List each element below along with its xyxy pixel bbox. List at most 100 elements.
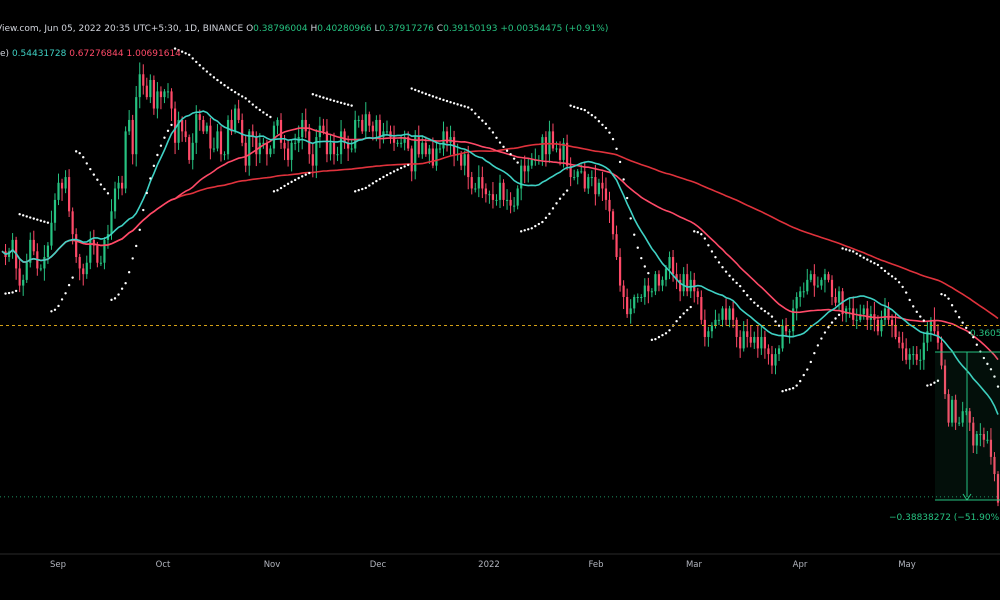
candle-body [813, 274, 816, 286]
candle-body [481, 177, 484, 189]
sar-dot [989, 368, 993, 371]
candle-body [226, 119, 230, 155]
sar-dot [120, 287, 124, 290]
x-tick-label: 2022 [478, 560, 500, 570]
sar-dot [558, 197, 562, 200]
sar-dot [110, 298, 113, 302]
x-tick-label: Mar [686, 560, 703, 570]
sar-dot [92, 173, 96, 176]
candle-body [657, 274, 661, 286]
sar-dot [862, 256, 865, 259]
candle-body [753, 336, 756, 343]
candle-body [544, 137, 548, 155]
candle-body [329, 142, 332, 155]
candle-body [78, 257, 81, 269]
candle-body [993, 456, 996, 475]
sar-dot [103, 187, 106, 191]
sar-dot [816, 344, 820, 347]
candle-body [311, 154, 314, 166]
sar-dot [933, 381, 936, 384]
sar-dot [382, 175, 385, 179]
sar-dot [491, 131, 495, 134]
sar-dot [127, 270, 131, 274]
sar-dot [890, 275, 894, 278]
sar-dot [693, 230, 696, 233]
ma-mid-value: 0.67276844 [69, 49, 124, 59]
sar-dot [721, 266, 724, 269]
candle-body [82, 268, 85, 275]
candle-body [135, 97, 138, 155]
candle-body [996, 474, 1000, 503]
candle-body [661, 279, 664, 286]
candle-body [195, 114, 198, 143]
candle-body [53, 199, 57, 223]
sar-dot [279, 186, 283, 190]
sar-dot [735, 281, 738, 285]
sar-dot [710, 250, 714, 253]
candle-body [152, 79, 155, 109]
candle-body [816, 285, 819, 287]
candle-body [474, 188, 477, 190]
candle-body [954, 399, 957, 423]
sar-dot [417, 90, 420, 93]
ma-slow-value: 1.00691614 [126, 49, 181, 59]
candle-body [470, 177, 473, 189]
sar-dot [897, 281, 901, 284]
sar-dot [629, 217, 632, 220]
candle-body [950, 399, 954, 423]
candle-body [85, 262, 88, 275]
candle-body [156, 91, 159, 109]
x-tick-label: Oct [156, 560, 171, 570]
sar-dot [385, 173, 389, 177]
candle-body [244, 142, 247, 166]
candle-body [467, 154, 470, 178]
sar-dot [512, 157, 516, 160]
sar-dot [131, 257, 134, 260]
indicator-header: e) 0.54431728 0.67276844 1.00691614 [0, 49, 181, 59]
sar-dot [293, 178, 297, 182]
candle-body [682, 274, 685, 292]
interval-text: 1D [184, 24, 198, 34]
candle-body [940, 342, 943, 366]
sar-dot [191, 57, 194, 60]
sar-dot [855, 252, 858, 255]
candle-body [693, 279, 696, 292]
sar-dot [961, 321, 964, 324]
sar-dot [346, 103, 350, 106]
sar-dot [424, 92, 428, 96]
sar-dot [32, 217, 35, 220]
sar-dot [700, 233, 703, 236]
candle-body [191, 142, 194, 160]
candle-body [96, 245, 99, 263]
candle-body [728, 308, 731, 320]
sar-dot [904, 291, 908, 294]
sar-dot [869, 260, 873, 263]
candle-body [322, 125, 325, 132]
candle-body [269, 148, 272, 155]
sar-dot [957, 316, 961, 319]
sar-dot [89, 167, 92, 171]
candle-body [792, 308, 795, 332]
candle-body [834, 297, 837, 303]
sar-dot [502, 145, 505, 149]
sar-dot [703, 237, 707, 240]
sar-dot [396, 168, 399, 171]
candle-body [898, 336, 901, 343]
sar-dot [64, 292, 67, 295]
candle-body [64, 177, 67, 189]
sar-dot [297, 176, 300, 180]
candle-body [919, 359, 922, 361]
sar-dot [756, 304, 760, 307]
sar-dot [636, 246, 639, 249]
candle-body [212, 148, 216, 150]
sar-dot [470, 108, 473, 111]
upper-price-label: 0.3605 [970, 329, 1000, 339]
candle-body [608, 199, 611, 212]
candle-body [57, 182, 60, 200]
sar-dot [477, 115, 481, 119]
sar-dot [265, 113, 269, 116]
sar-dot [597, 120, 601, 123]
candle-body [615, 234, 618, 258]
candle-body [223, 154, 226, 156]
